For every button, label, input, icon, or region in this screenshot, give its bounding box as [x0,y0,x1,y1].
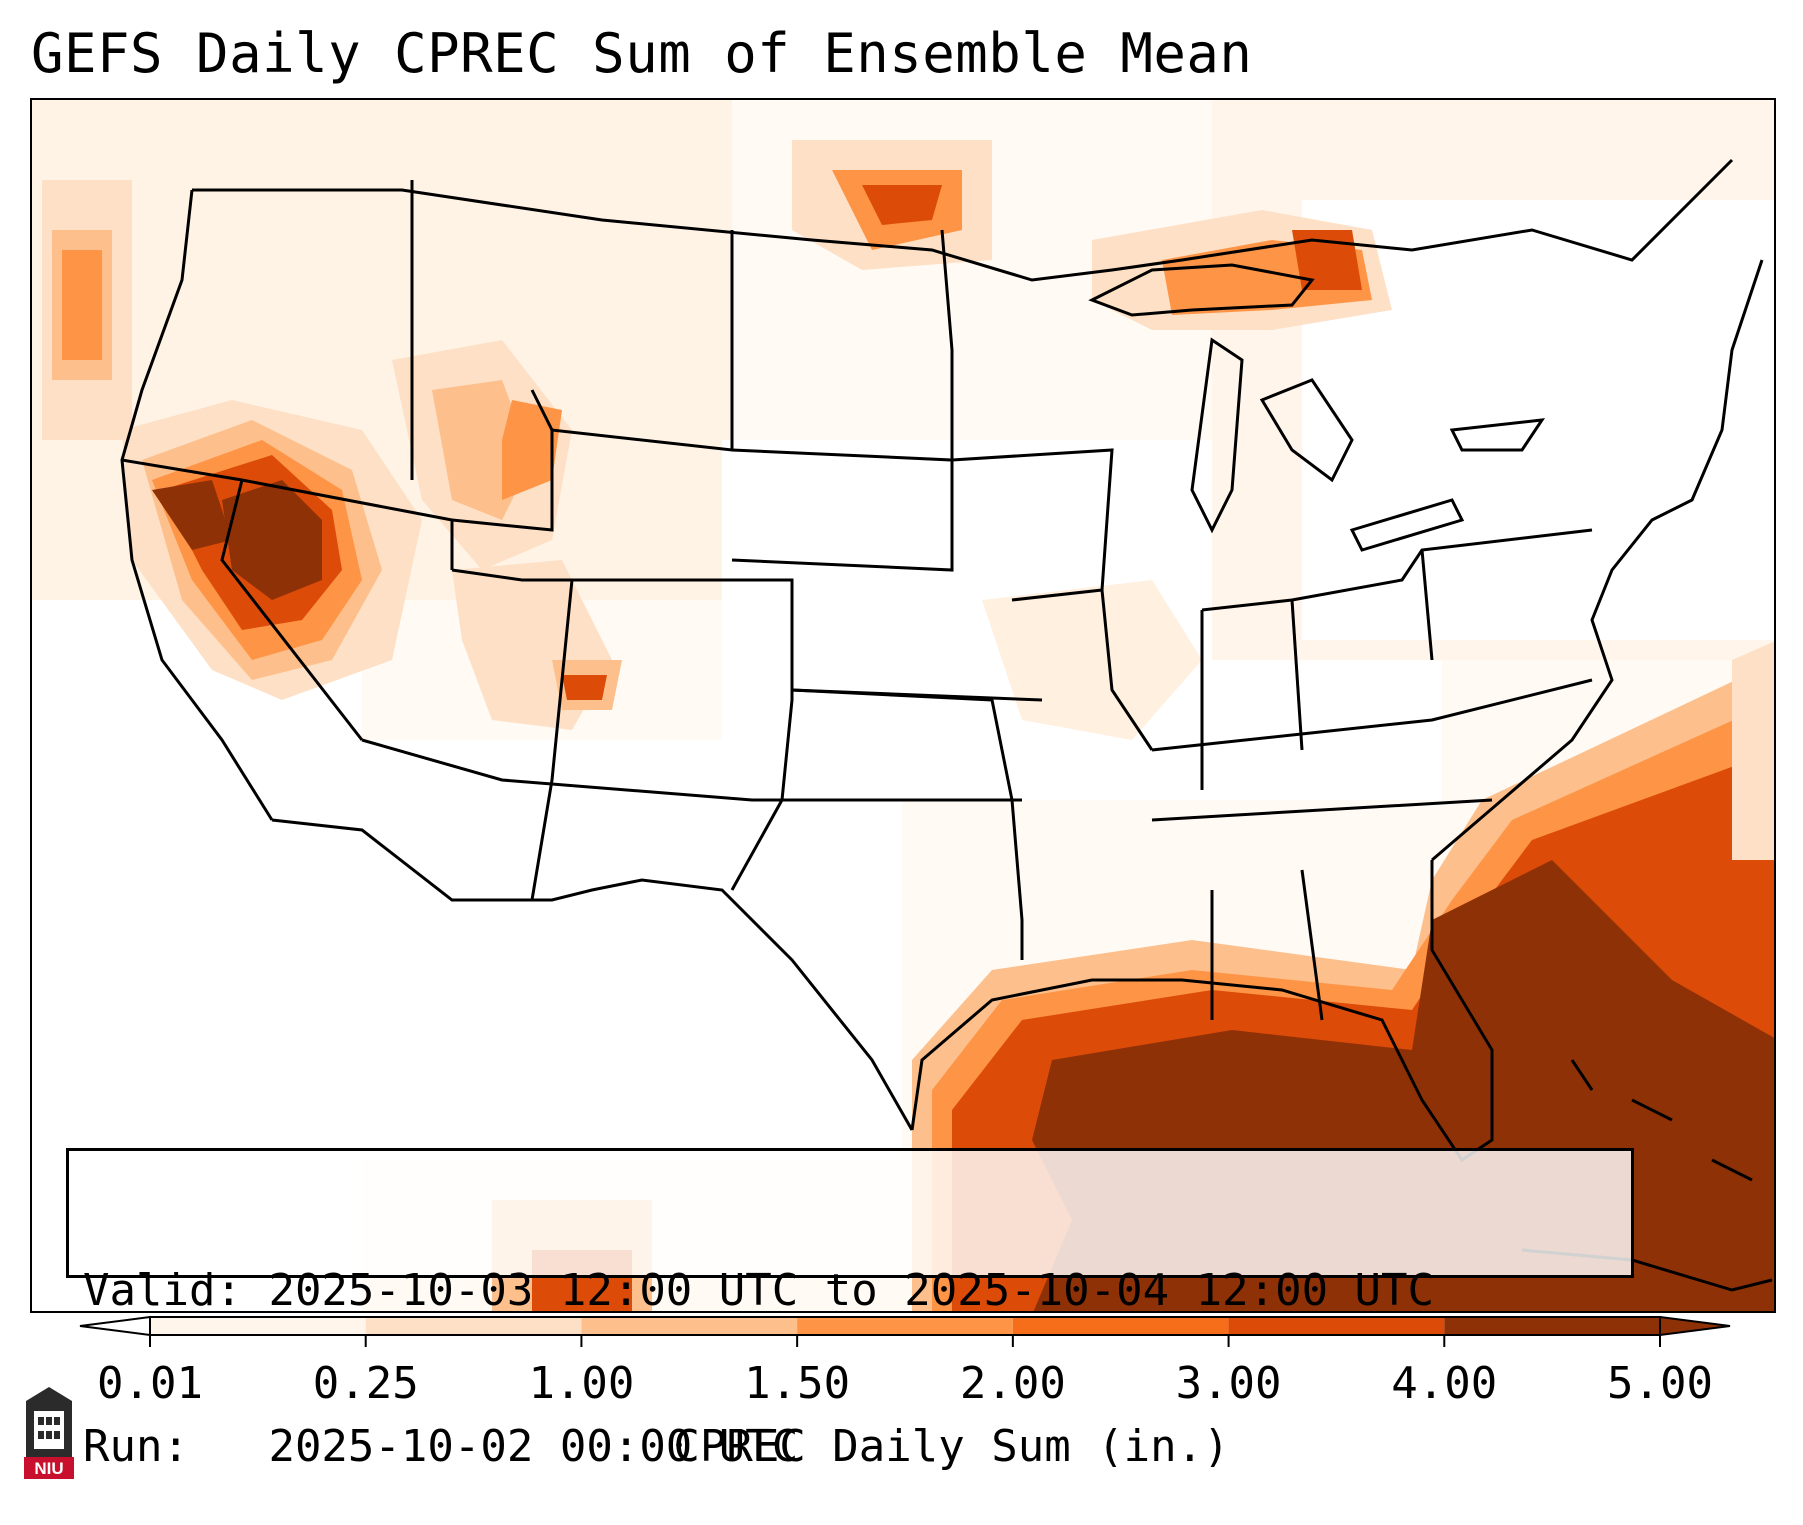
valid-label: Valid: [83,1265,242,1316]
colorbar-extend-high [1659,1315,1731,1337]
colorbar-extend-low [79,1315,151,1337]
colorbar-segment [1228,1317,1445,1335]
valid-value: 2025-10-03 12:00 UTC to 2025-10-04 12:00… [268,1265,1435,1316]
precipitation-map[interactable] [30,98,1776,1313]
niu-logo: NIU [24,1387,74,1479]
colorbar-tick-label: 1.50 [744,1358,851,1409]
niu-logo-text: NIU [34,1459,63,1478]
valid-line: Valid: 2025-10-03 12:00 UTC to 2025-10-0… [83,1265,1617,1317]
precip-field [32,100,1774,1311]
colorbar-segment [150,1317,366,1335]
colorbar-tick-label: 1.00 [528,1358,635,1409]
colorbar-border [149,1316,1661,1336]
state-boundaries [120,158,1764,1163]
colorbar-label: CPREC Daily Sum (in.) [673,1421,1230,1472]
colorbar-tick-label: 0.25 [312,1358,419,1409]
colorbar-segment [581,1317,798,1335]
colorbar-tick-label: 2.00 [959,1358,1066,1409]
run-line: Run: 2025-10-02 00:00 UTC [83,1421,1617,1473]
colorbar-tick-label: 0.01 [97,1358,203,1409]
colorbar-tick-label: 5.00 [1607,1358,1713,1409]
colorbar-tick-label: 4.00 [1391,1358,1498,1409]
colorbar-segment [797,1317,1013,1335]
map-title: GEFS Daily CPREC Sum of Ensemble Mean [31,22,1253,85]
colorbar-segment [1012,1317,1229,1335]
run-value: 2025-10-02 00:00 UTC [268,1421,799,1472]
validity-info-box: Valid: 2025-10-03 12:00 UTC to 2025-10-0… [66,1148,1634,1472]
colorbar [79,1315,1731,1347]
map-canvas [32,100,1774,1311]
colorbar-segment [1444,1317,1660,1335]
colorbar-segment [365,1317,582,1335]
run-label: Run: [83,1421,189,1472]
colorbar-tick-label: 3.00 [1175,1358,1282,1409]
great-lakes [1088,263,1546,552]
